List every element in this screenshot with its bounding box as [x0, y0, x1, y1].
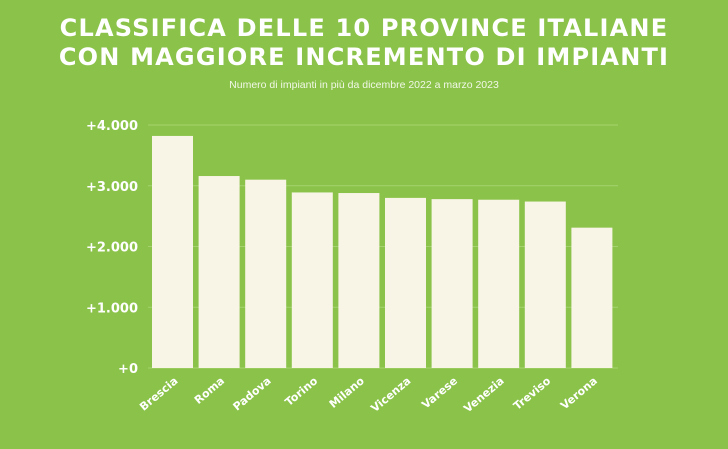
- bars: [152, 135, 613, 368]
- x-tick-label: Vicenza: [369, 374, 414, 415]
- y-tick-label: +2.000: [86, 241, 138, 256]
- bar-brescia: [152, 135, 193, 368]
- chart-title-line-2: CON MAGGIORE INCREMENTO DI IMPIANTI: [58, 43, 670, 71]
- bar-milano: [338, 193, 380, 368]
- bar-treviso: [524, 201, 566, 368]
- y-tick-label: +4.000: [86, 119, 138, 134]
- bar-padova: [245, 179, 287, 368]
- x-tick-label: Torino: [283, 374, 321, 409]
- y-tick-label: +3.000: [86, 180, 138, 195]
- bar-torino: [291, 192, 333, 368]
- x-tick-label: Venezia: [461, 374, 506, 415]
- y-tick-label: +1.000: [86, 301, 138, 316]
- y-axis-labels: +0 +1.000 +2.000 +3.000 +4.000: [86, 119, 138, 377]
- x-tick-label: Roma: [192, 374, 227, 406]
- x-tick-label: Varese: [419, 374, 460, 411]
- x-tick-label: Brescia: [137, 374, 180, 413]
- chart-title: CLASSIFICA DELLE 10 PROVINCE ITALIANE CO…: [0, 14, 728, 72]
- chart-title-line-1: CLASSIFICA DELLE 10 PROVINCE ITALIANE: [59, 14, 669, 42]
- chart-subtitle: Numero di impianti in più da dicembre 20…: [229, 79, 499, 91]
- bar-vicenza: [385, 197, 426, 368]
- bar-roma: [198, 176, 240, 368]
- bar-venezia: [478, 199, 520, 368]
- bar-varese: [431, 199, 473, 368]
- x-tick-label: Treviso: [511, 374, 554, 413]
- x-tick-label: Padova: [231, 374, 274, 413]
- y-tick-label: +0: [118, 362, 138, 377]
- x-tick-label: Verona: [558, 374, 600, 412]
- x-axis-labels: Brescia Roma Padova Torino Milano Vicenza Vare…: [137, 374, 600, 415]
- x-tick-label: Milano: [327, 374, 367, 411]
- bar-verona: [571, 227, 613, 368]
